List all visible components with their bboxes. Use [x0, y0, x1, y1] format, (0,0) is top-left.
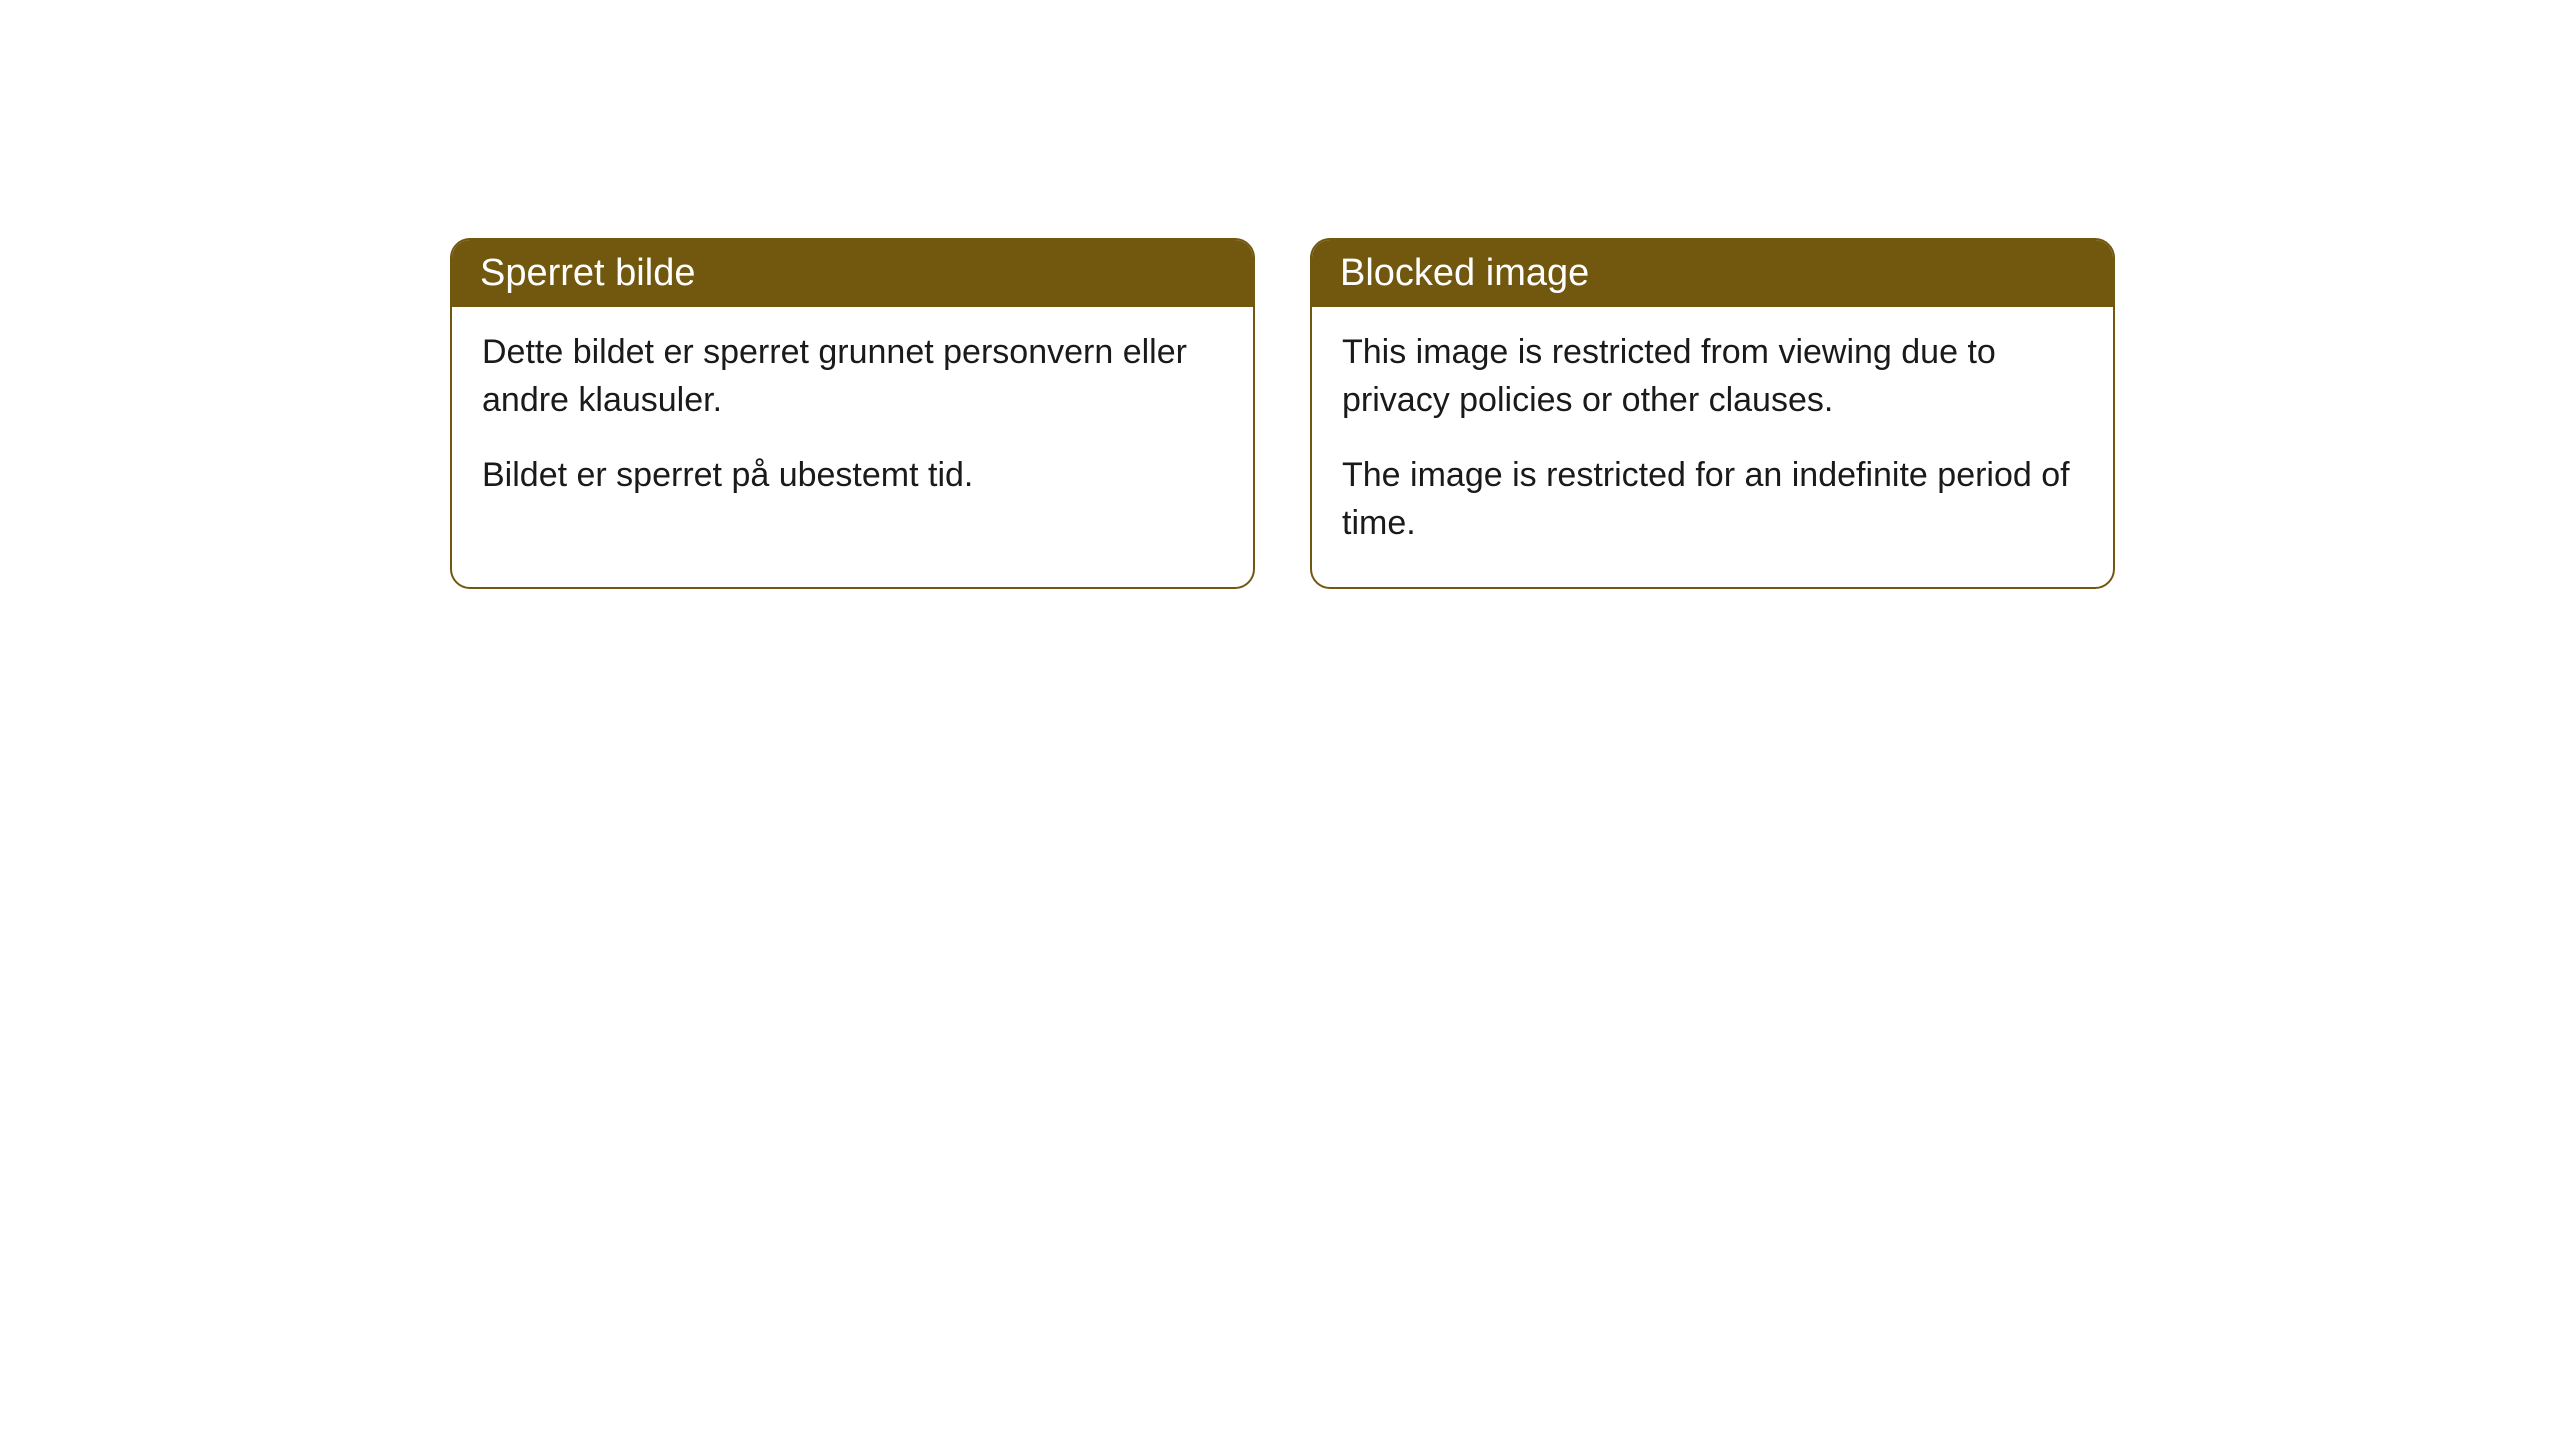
notice-card-english: Blocked image This image is restricted f… [1310, 238, 2115, 589]
card-header-english: Blocked image [1312, 240, 2113, 307]
card-paragraph: Dette bildet er sperret grunnet personve… [482, 329, 1223, 424]
card-paragraph: The image is restricted for an indefinit… [1342, 452, 2083, 547]
card-body-norwegian: Dette bildet er sperret grunnet personve… [452, 307, 1253, 540]
card-paragraph: This image is restricted from viewing du… [1342, 329, 2083, 424]
card-title: Sperret bilde [480, 252, 695, 294]
card-paragraph: Bildet er sperret på ubestemt tid. [482, 452, 1223, 500]
card-body-english: This image is restricted from viewing du… [1312, 307, 2113, 587]
card-title: Blocked image [1340, 252, 1589, 294]
card-header-norwegian: Sperret bilde [452, 240, 1253, 307]
notice-card-norwegian: Sperret bilde Dette bildet er sperret gr… [450, 238, 1255, 589]
notice-cards-container: Sperret bilde Dette bildet er sperret gr… [450, 238, 2115, 589]
